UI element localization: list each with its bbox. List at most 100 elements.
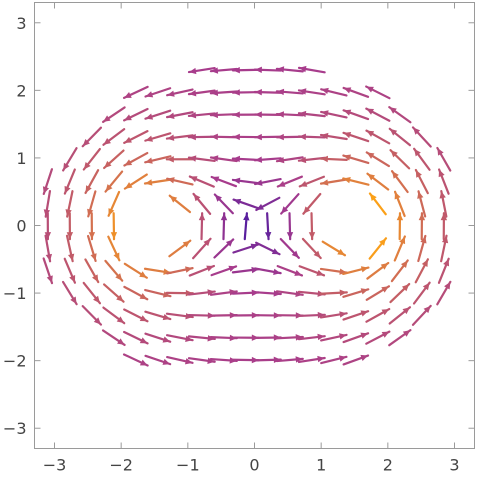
- vector-arrow: [411, 126, 432, 148]
- vector-arrow: [144, 332, 172, 343]
- y-tick-label: 2: [16, 81, 26, 100]
- vector-arrow: [144, 354, 172, 366]
- vector-arrow: [413, 147, 431, 171]
- vector-arrow: [390, 259, 409, 283]
- vector-arrow: [412, 281, 431, 305]
- vector-arrow: [102, 306, 126, 325]
- vector-arrow: [388, 106, 412, 124]
- vector-arrow: [388, 127, 412, 147]
- vector-arrow: [366, 261, 390, 280]
- vector-arrow: [255, 196, 281, 212]
- vector-arrow: [65, 190, 74, 218]
- vector-arrow: [393, 190, 406, 218]
- vector-arrow: [123, 107, 149, 122]
- vector-arrow: [342, 332, 370, 344]
- vector-arrow: [319, 311, 348, 319]
- vector-arrow: [232, 243, 260, 254]
- vector-arrow: [187, 289, 216, 296]
- y-tick-labels: 3 2 1 0 −1 −2 −3: [3, 14, 27, 438]
- vector-arrow: [297, 333, 326, 341]
- vector-arrow: [143, 178, 172, 186]
- vector-arrow: [388, 329, 412, 347]
- vector-arrow: [213, 193, 234, 215]
- vector-arrow: [275, 290, 304, 298]
- vector-arrow: [165, 134, 194, 141]
- vector-arrow: [439, 190, 448, 218]
- vector-arrow: [253, 356, 282, 364]
- vector-arrow: [297, 355, 326, 364]
- vector-arrow: [436, 280, 452, 306]
- vector-arrow: [275, 356, 304, 363]
- vector-arrow: [123, 173, 148, 190]
- vector-arrow: [279, 237, 300, 259]
- vector-arrow: [82, 281, 102, 305]
- vector-arrow: [122, 85, 149, 99]
- vector-arrow: [253, 267, 282, 276]
- y-tick-label: 0: [16, 217, 26, 236]
- vector-arrow: [365, 285, 391, 301]
- vector-arrow: [342, 266, 370, 276]
- y-tick-label: −1: [3, 284, 27, 303]
- vector-arrow: [264, 212, 272, 241]
- vector-arrow: [389, 282, 411, 304]
- vector-arrow: [297, 311, 326, 319]
- vector-arrow: [101, 106, 126, 124]
- vector-arrow: [342, 109, 370, 121]
- vector-arrow: [253, 178, 282, 186]
- vector-arrow: [65, 234, 75, 263]
- vector-arrow: [275, 156, 304, 164]
- vector-arrow: [393, 235, 406, 262]
- vector-arrow: [320, 87, 348, 97]
- vector-arrow: [123, 285, 149, 301]
- vector-arrow: [42, 168, 54, 196]
- vector-arrow: [297, 88, 326, 96]
- vector-arrow: [301, 237, 322, 260]
- vector-arrow: [302, 192, 322, 215]
- vector-arrow: [102, 128, 126, 146]
- vector-arrow: [275, 111, 304, 118]
- vector-arrow: [165, 111, 194, 119]
- vector-arrow: [87, 190, 97, 218]
- vector-arrow: [192, 192, 212, 215]
- vector-arrow: [144, 132, 172, 142]
- vector-arrow: [187, 112, 216, 119]
- vector-arrow: [253, 89, 282, 96]
- vector-arrow: [188, 264, 216, 277]
- vector-arrow: [319, 267, 348, 275]
- vector-arrow: [84, 169, 100, 195]
- vector-arrow: [165, 156, 194, 163]
- vector-arrow: [104, 170, 124, 193]
- vector-arrow: [368, 237, 388, 260]
- vector-arrow: [297, 65, 326, 74]
- vector-arrow: [104, 259, 124, 282]
- vector-arrow: [280, 193, 300, 215]
- vector-arrow: [320, 333, 348, 342]
- vector-arrow: [417, 234, 427, 263]
- vector-arrow: [319, 132, 348, 141]
- vector-arrow: [319, 178, 348, 186]
- vector-arrow: [319, 289, 348, 296]
- vector-arrow: [84, 258, 100, 284]
- vector-arrow: [103, 149, 125, 170]
- vector-arrow: [165, 289, 194, 297]
- vector-arrow: [418, 212, 426, 241]
- vector-arrow: [81, 126, 103, 148]
- vector-arrow: [365, 307, 391, 323]
- vector-arrow: [297, 110, 326, 118]
- vector-arrow: [366, 172, 390, 191]
- vector-arrow: [63, 168, 76, 195]
- vector-arrow: [436, 146, 452, 172]
- vector-arrow: [342, 154, 370, 165]
- vector-arrow: [342, 177, 370, 186]
- vector-arrow: [342, 310, 370, 321]
- vector-arrow: [187, 335, 216, 342]
- vector-arrow: [308, 212, 316, 241]
- vector-arrow: [187, 155, 216, 163]
- vector-arrow: [101, 329, 126, 347]
- x-tick-label: 1: [316, 456, 326, 475]
- vector-arrow: [198, 212, 206, 241]
- vector-arrow: [319, 155, 348, 163]
- vector-arrow: [110, 212, 118, 241]
- vector-arrow: [388, 306, 412, 325]
